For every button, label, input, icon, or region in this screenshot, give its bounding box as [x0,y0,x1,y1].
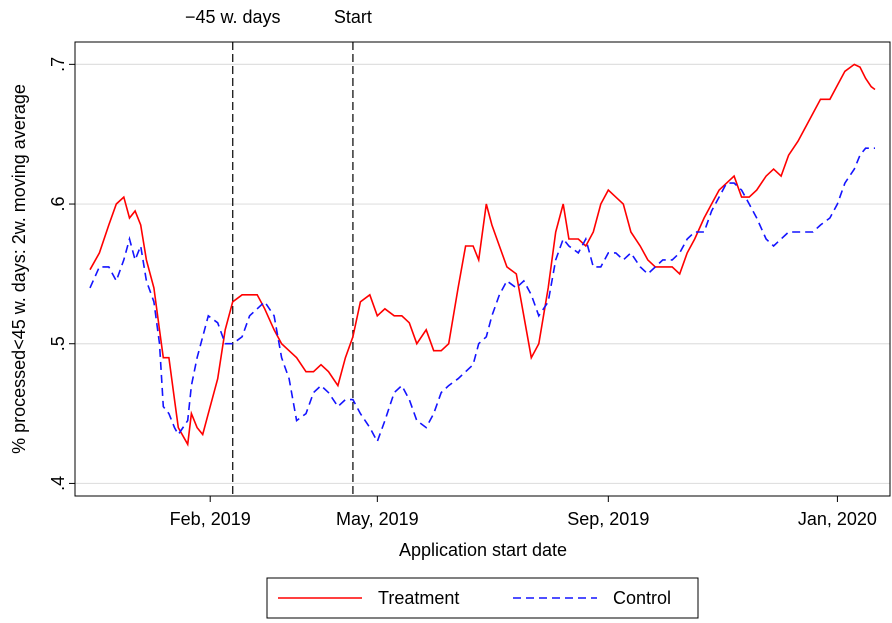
legend-label: Control [613,588,671,608]
series-line [89,147,875,444]
series-line [89,63,876,447]
y-tick-label: .7 [48,57,68,72]
y-tick-label: .6 [48,197,68,212]
y-axis-label: % processed<45 w. days: 2w. moving avera… [9,84,29,454]
annotation-label: Start [334,7,372,27]
x-tick-label: Jan, 2020 [798,509,877,529]
x-tick-label: May, 2019 [336,509,419,529]
y-tick-label: .5 [48,336,68,351]
annotation-label: −45 w. days [185,7,281,27]
x-tick-label: Feb, 2019 [170,509,251,529]
x-tick-label: Sep, 2019 [567,509,649,529]
y-tick-label: .4 [48,476,68,491]
legend-label: Treatment [378,588,459,608]
x-axis-label: Application start date [399,540,567,560]
plot-frame [74,41,891,497]
